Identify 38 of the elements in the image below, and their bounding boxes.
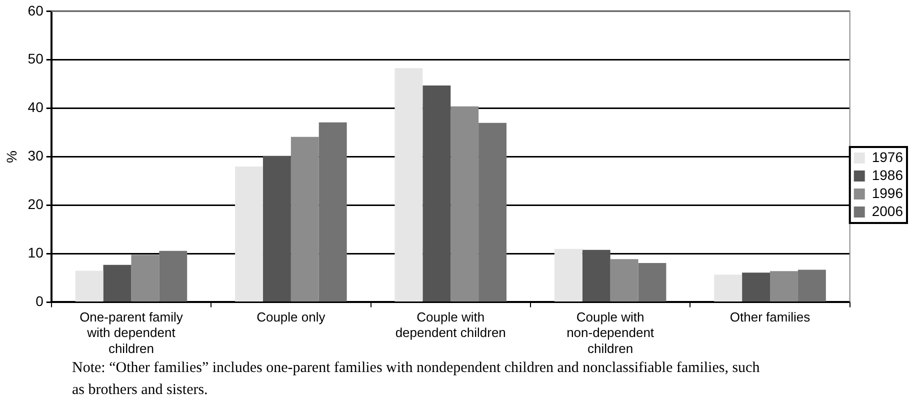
y-axis-title: %	[3, 150, 20, 164]
bar	[422, 86, 451, 302]
bar	[554, 248, 582, 302]
x-tick-label: Other families	[730, 310, 811, 325]
legend-label: 1996	[872, 184, 904, 201]
bar	[290, 136, 319, 302]
bar	[450, 106, 479, 302]
bar	[798, 270, 826, 302]
bar	[103, 264, 132, 302]
x-tick-label: Couple with dependent children	[395, 310, 506, 340]
bar	[770, 271, 798, 302]
y-tick-label: 60	[28, 2, 44, 18]
bar	[131, 254, 160, 302]
bar	[75, 270, 104, 302]
y-tick-label: 10	[28, 244, 44, 261]
bar	[262, 156, 291, 302]
bar	[582, 250, 610, 302]
bar	[159, 250, 188, 302]
bar	[478, 122, 507, 302]
x-tick-label: Couple only	[256, 310, 326, 325]
bar	[714, 274, 742, 302]
bar	[638, 262, 666, 302]
y-tick-label: 50	[28, 50, 44, 67]
legend-label: 1986	[872, 166, 904, 183]
y-tick-label: 30	[28, 148, 44, 164]
bar	[742, 272, 770, 302]
y-tick-label: 40	[28, 99, 44, 116]
y-tick-label: 0	[36, 293, 44, 310]
legend-label: 2006	[872, 202, 904, 219]
bar	[610, 259, 638, 302]
x-tick-label: One-parent family with dependent children	[80, 310, 184, 356]
x-tick-label: Couple with non-dependent children	[566, 310, 654, 356]
bar	[394, 68, 423, 302]
y-tick-label: 20	[28, 196, 44, 212]
text: Note: “Other families” includes one-parent families with nondependent children and nonclassifiable families, such as brothers and sisters.	[72, 359, 761, 400]
legend-label: 1976	[872, 148, 904, 165]
bar	[235, 166, 263, 302]
bar	[318, 122, 347, 302]
